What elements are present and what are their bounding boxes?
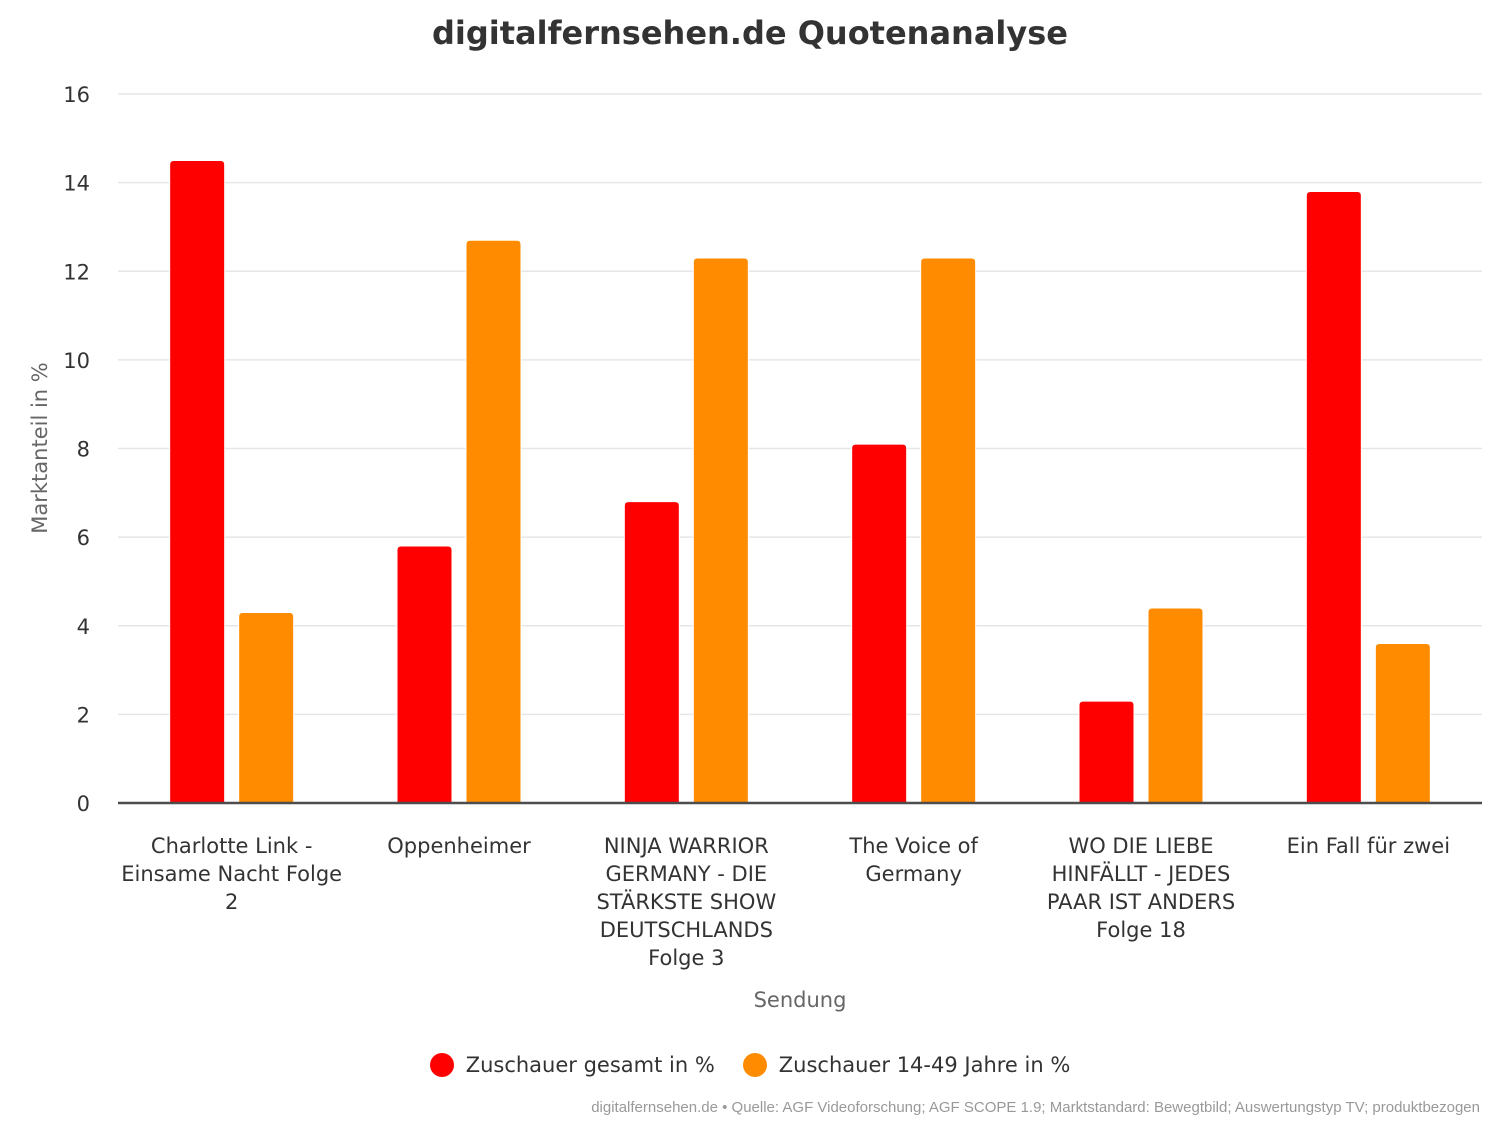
bar-gesamt[interactable] <box>1305 190 1362 804</box>
x-category-label: Ein Fall für zwei <box>1287 834 1450 858</box>
y-axis-ticks: 0 2 4 6 8 10 12 14 16 <box>63 83 90 816</box>
bar-gesamt[interactable] <box>169 159 226 804</box>
y-tick-label: 14 <box>63 172 90 196</box>
bar-gesamt[interactable] <box>623 501 680 804</box>
y-tick-label: 0 <box>77 792 90 816</box>
y-axis-title: Marktanteil in % <box>28 362 52 533</box>
bar-gesamt[interactable] <box>851 443 908 804</box>
bar-14-49[interactable] <box>1374 642 1431 804</box>
legend: Zuschauer gesamt in % Zuschauer 14-49 Ja… <box>0 1053 1500 1077</box>
bar-gesamt[interactable] <box>396 545 453 804</box>
y-tick-label: 6 <box>77 526 90 550</box>
bar-14-49[interactable] <box>465 239 522 804</box>
gridlines <box>118 93 1482 716</box>
y-tick-label: 4 <box>77 615 90 639</box>
x-category-label: WO DIE LIEBE HINFÄLLT - JEDES PAAR IST AND… <box>1047 834 1235 942</box>
y-tick-label: 2 <box>77 703 90 727</box>
x-category-label: The Voice of Germany <box>848 834 978 886</box>
legend-label-gesamt: Zuschauer gesamt in % <box>465 1053 715 1077</box>
x-category-label: Oppenheimer <box>387 834 531 858</box>
x-axis-categories: Charlotte Link -Einsame Nacht Folge 2 Oppe… <box>121 834 1450 970</box>
legend-item-gesamt[interactable]: Zuschauer gesamt in % <box>429 1053 715 1077</box>
bar-gesamt[interactable] <box>1078 700 1135 804</box>
bar-14-49[interactable] <box>692 257 749 804</box>
bars <box>169 159 1431 804</box>
y-tick-label: 8 <box>77 438 90 462</box>
x-category-label: NINJA WARRIOR GERMANY - DIE STÄRKSTE SHOW D… <box>596 834 776 970</box>
y-tick-label: 12 <box>63 260 90 284</box>
bar-14-49[interactable] <box>1147 607 1204 804</box>
y-tick-label: 10 <box>63 349 90 373</box>
legend-label-14-49: Zuschauer 14-49 Jahre in % <box>778 1053 1071 1077</box>
legend-marker-14-49 <box>742 1053 767 1077</box>
legend-marker-gesamt <box>429 1053 454 1077</box>
bar-chart: 0 2 4 6 8 10 12 14 16 Charlotte Link -Einsame Na… <box>28 83 1482 1012</box>
x-axis-title: Sendung <box>754 988 847 1012</box>
y-tick-label: 16 <box>63 83 90 107</box>
legend-item-14-49[interactable]: Zuschauer 14-49 Jahre in % <box>742 1053 1071 1077</box>
bar-14-49[interactable] <box>920 257 977 804</box>
chart-title: digitalfernsehen.de Quotenanalyse <box>431 14 1068 52</box>
bar-14-49[interactable] <box>238 611 295 804</box>
source-footer: digitalfernsehen.de • Quelle: AGF Videof… <box>591 1099 1480 1116</box>
x-category-label: Charlotte Link -Einsame Nacht Folge 2 <box>121 834 342 914</box>
